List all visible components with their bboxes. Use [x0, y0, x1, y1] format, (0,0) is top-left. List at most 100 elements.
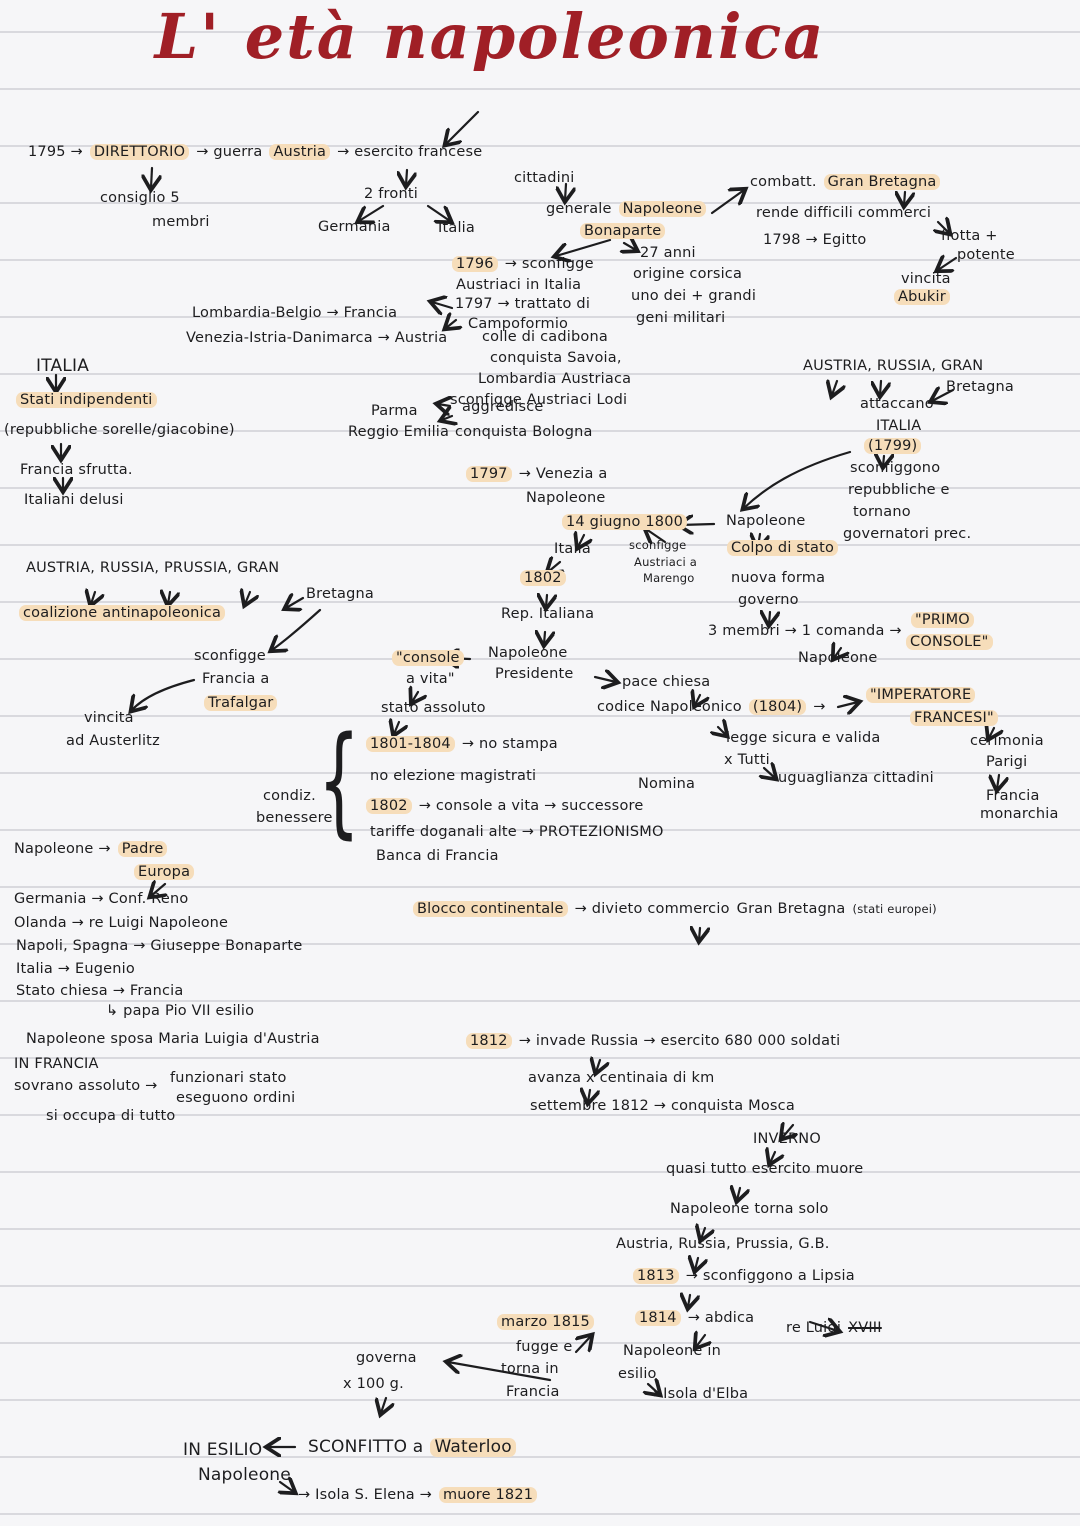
node-isola-elba: → Isola d'Elba	[646, 1386, 749, 1402]
node-papa-pio: ↳ papa Pio VII esilio	[106, 1003, 255, 1019]
node-francia-a: Francia a	[202, 671, 270, 687]
node-re-luigi-xviii: re Luigi XVIII	[786, 1320, 882, 1336]
node-conquista-savoia: conquista Savoia,	[490, 350, 622, 366]
node-colle-cadibona: colle di cadibona	[482, 329, 608, 345]
node-stati-indipendenti: Stati indipendenti	[16, 392, 157, 409]
node-potente: potente	[957, 247, 1015, 263]
node-primo: "PRIMO	[911, 612, 974, 629]
text-blocco: Blocco continentale	[413, 901, 568, 918]
node-codice-napoleonico: codice Napoleonico (1804) →	[597, 699, 826, 716]
node-lodi: sconfigge Austriaci Lodi	[450, 392, 628, 408]
text-lipsia: → sconfiggono a Lipsia	[685, 1268, 855, 1284]
node-coalizione-paesi: AUSTRIA, RUSSIA, PRUSSIA, GRAN	[26, 560, 280, 576]
text-codice: codice Napoleonico	[597, 699, 742, 715]
text-console-a-vita: → console a vita → successore	[418, 798, 644, 814]
node-x-tutti: x Tutti	[724, 752, 770, 768]
node-abukir: Abukir	[894, 289, 950, 306]
text-sconfigge: → sconfigge	[504, 256, 594, 272]
node-bonaparte: Bonaparte	[580, 223, 666, 240]
node-1801-no-stampa: 1801-1804 → no stampa	[366, 736, 558, 753]
text-abdica: → abdica	[687, 1310, 755, 1326]
node-napoleone-in: Napoleone in	[623, 1343, 721, 1359]
node-sconfitto-waterloo: SCONFITTO a Waterloo	[308, 1437, 516, 1458]
node-1802: 1802	[520, 570, 566, 587]
node-in-francia: IN FRANCIA	[14, 1056, 99, 1072]
node-italia-header: ITALIA	[36, 356, 90, 376]
node-francesi: FRANCESI"	[910, 710, 998, 727]
node-napoleone-venezia: Napoleone	[526, 490, 606, 506]
node-benessere: benessere	[256, 810, 333, 826]
node-italia-fronte: Italia	[438, 220, 475, 236]
node-vincita: vincita	[901, 271, 951, 287]
text-1802-lista: 1802	[366, 798, 412, 815]
node-marengo-2: Austriaci a	[634, 555, 698, 569]
node-francia-sfrutta: Francia sfrutta.	[20, 462, 133, 478]
node-eseguono-ordini: eseguono ordini	[176, 1090, 296, 1106]
node-cittadini: cittadini	[514, 170, 575, 186]
node-conquista-bologna: conquista Bologna	[455, 424, 593, 440]
node-europa: Europa	[134, 864, 195, 881]
node-funzionari-stato: funzionari stato	[170, 1070, 287, 1086]
arrow-right-glyph: →	[813, 699, 826, 715]
node-napoleone-padre: Napoleone → Padre	[14, 841, 168, 858]
node-origine-corsica: origine corsica	[633, 266, 743, 282]
text-esercito-francese: → esercito francese	[337, 144, 483, 160]
node-campoformio: Campoformio	[468, 316, 569, 332]
node-italiani-delusi: Italiani delusi	[24, 492, 124, 508]
node-uno-dei-grandi: uno dei + grandi	[631, 288, 757, 304]
node-napoli-spagna: Napoli, Spagna → Giuseppe Bonaparte	[16, 938, 303, 954]
node-lombardia-austriaca: Lombardia Austriaca	[478, 371, 632, 387]
node-3-membri: 3 membri → 1 comanda →	[708, 623, 902, 639]
text-direttorio: DIRETTORIO	[89, 144, 190, 161]
node-repubbliche-sorelle: (repubbliche sorelle/giacobine)	[4, 422, 235, 438]
node-venezia-istria: Venezia-Istria-Danimarca → Austria	[186, 330, 448, 346]
page-title: L' età napoleonica	[154, 0, 826, 73]
node-1802-console-vita: 1802 → console a vita → successore	[366, 798, 644, 815]
node-1795-chain: 1795 → DIRETTORIO → guerra Austria → ese…	[28, 144, 483, 161]
node-nomina: Nomina	[638, 776, 696, 792]
node-console-vita-2: a vita"	[406, 671, 455, 687]
node-germania-reno: Germania → Conf. Reno	[14, 891, 189, 907]
text-invade-russia: → invade Russia → esercito 680 000 solda…	[518, 1033, 841, 1049]
node-settembre-1812: settembre 1812 → conquista Mosca	[530, 1098, 795, 1114]
node-stato-chiesa: Stato chiesa → Francia	[16, 983, 184, 999]
node-bretagna-1799: Bretagna	[946, 379, 1014, 395]
node-1812-invade-russia: 1812 → invade Russia → esercito 680 000 …	[466, 1033, 841, 1050]
node-sconfigge-trafalgar: sconfigge	[194, 648, 266, 664]
node-austria-russia-prussia-gb: Austria, Russia, Prussia, G.B.	[616, 1236, 830, 1252]
node-1797-trattato: 1797 → trattato di	[455, 296, 591, 312]
node-rende-difficili: rende difficili commerci	[756, 205, 932, 221]
node-marzo-1815: marzo 1815	[497, 1314, 594, 1331]
node-blocco-continentale: Blocco continentale → divieto commercio …	[413, 901, 937, 918]
node-nuova-forma: nuova forma	[731, 570, 826, 586]
node-coalizione: coalizione antinapoleonica	[19, 605, 226, 622]
node-tariffe: tariffe doganali alte → PROTEZIONISMO	[370, 824, 664, 840]
node-italia-1800: Italia	[554, 541, 591, 557]
text-1796: 1796	[452, 256, 498, 273]
node-vincita-austerlitz-2: ad Austerlitz	[66, 733, 160, 749]
node-1797-venezia: 1797 → Venezia a	[466, 466, 608, 483]
node-avanza: avanza x centinaia di km	[528, 1070, 715, 1086]
node-consiglio-5: consiglio 5	[100, 190, 180, 206]
node-1798-egitto: 1798 → Egitto	[763, 232, 867, 248]
node-generale-napoleone: generale Napoleone	[546, 201, 707, 218]
node-reggio-emilia: Reggio Emilia	[348, 424, 450, 440]
node-2-fronti: 2 fronti	[364, 186, 418, 202]
node-governa: governa	[356, 1350, 417, 1366]
node-parma: Parma	[371, 403, 418, 419]
node-14-giugno-1800: 14 giugno 1800	[562, 514, 688, 531]
text-padre: Padre	[117, 841, 168, 858]
node-console-vita-1: "console	[392, 650, 464, 667]
node-sconfiggono: sconfiggono	[850, 460, 941, 476]
node-console: CONSOLE"	[906, 634, 993, 651]
node-francia-ritorno: Francia	[506, 1384, 560, 1400]
node-olanda: Olanda → re Luigi Napoleone	[14, 915, 229, 931]
text-1813: 1813	[633, 1268, 679, 1285]
text-guerra: → guerra	[196, 144, 263, 160]
node-1799: (1799)	[864, 438, 922, 455]
node-esilio: esilio	[618, 1366, 657, 1382]
text-no-stampa: → no stampa	[461, 736, 558, 752]
node-italia-eugenio: Italia → Eugenio	[16, 961, 135, 977]
text-1795: 1795 →	[28, 144, 83, 160]
node-repubbliche-e: repubbliche e	[848, 482, 950, 498]
